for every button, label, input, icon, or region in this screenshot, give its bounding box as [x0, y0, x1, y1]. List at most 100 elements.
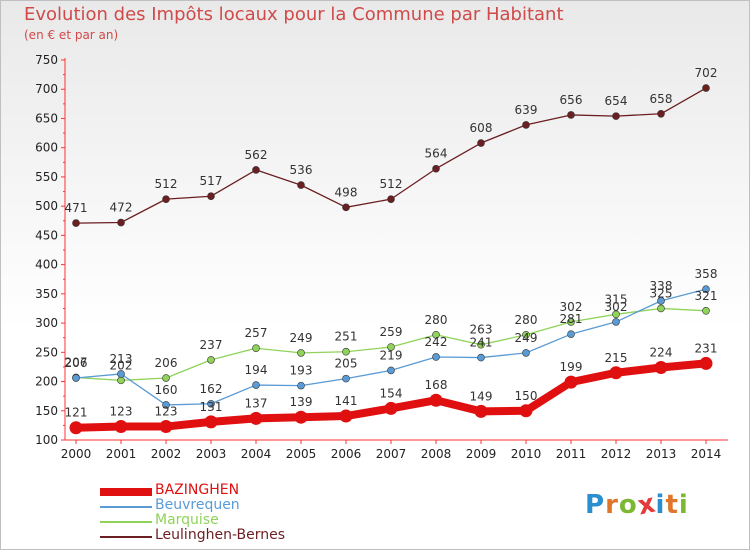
data-label: 259	[380, 325, 403, 339]
data-point	[432, 330, 440, 339]
x-tick-label: 2006	[331, 447, 362, 461]
data-point	[702, 306, 710, 315]
data-label: 338	[650, 279, 673, 293]
data-label: 241	[470, 336, 493, 350]
data-label: 139	[290, 395, 313, 409]
x-tick-label: 2012	[601, 447, 632, 461]
x-tick-label: 2002	[151, 447, 182, 461]
x-tick-label: 2007	[376, 447, 407, 461]
data-label: 123	[110, 405, 133, 419]
data-label: 517	[200, 174, 223, 188]
data-label: 224	[650, 346, 673, 360]
data-point	[249, 411, 263, 425]
data-point	[252, 166, 260, 174]
y-tick-label: 300	[35, 316, 58, 330]
data-point	[297, 349, 305, 357]
data-point	[519, 404, 533, 418]
data-point	[612, 318, 620, 326]
data-point	[477, 340, 485, 349]
data-label: 536	[290, 163, 313, 177]
data-point	[72, 374, 80, 382]
data-label: 193	[290, 364, 313, 378]
x-tick-label: 2001	[106, 447, 137, 461]
data-label: 202	[110, 358, 133, 372]
logo-letter: r	[605, 490, 619, 520]
data-label: 281	[560, 312, 583, 326]
data-point	[477, 353, 485, 362]
legend-label: Beuvrequen	[155, 497, 240, 513]
legend-swatch	[100, 521, 152, 523]
y-tick-label: 100	[35, 433, 58, 447]
data-point	[564, 375, 578, 389]
data-point	[702, 285, 710, 293]
data-label: 137	[245, 396, 268, 410]
x-tick-label: 2004	[241, 447, 272, 461]
data-label: 251	[335, 330, 358, 344]
data-point	[252, 381, 260, 389]
data-label: 150	[515, 389, 538, 403]
data-point	[117, 218, 125, 227]
data-label: 263	[470, 323, 493, 337]
legend-label: Marquise	[155, 512, 219, 528]
data-point	[162, 374, 170, 382]
data-label: 237	[200, 338, 223, 352]
data-point	[474, 404, 488, 418]
x-tick-label: 2010	[511, 447, 542, 461]
y-tick-label: 500	[35, 199, 58, 213]
legend-label: BAZINGHEN	[155, 482, 240, 498]
data-point	[702, 84, 710, 92]
data-label: 231	[695, 341, 718, 355]
data-point	[207, 399, 215, 408]
data-label: 472	[110, 201, 133, 215]
data-label: 242	[425, 335, 448, 349]
logo-letter: i	[678, 490, 689, 520]
data-label: 154	[380, 386, 403, 400]
y-tick-label: 550	[35, 170, 58, 184]
data-point	[654, 361, 668, 375]
data-point	[567, 111, 575, 119]
data-label: 280	[515, 313, 538, 327]
legend-swatch	[100, 488, 152, 496]
data-point	[204, 415, 218, 429]
data-point	[162, 195, 170, 203]
data-point	[609, 366, 623, 380]
x-tick-label: 2003	[196, 447, 227, 461]
data-label: 162	[200, 382, 223, 396]
y-tick-label: 150	[35, 404, 58, 418]
data-label: 512	[155, 177, 178, 191]
x-tick-label: 2013	[646, 447, 677, 461]
data-point	[522, 121, 530, 129]
data-label: 215	[605, 351, 628, 365]
data-label: 205	[335, 357, 358, 371]
data-point	[432, 164, 440, 173]
data-label: 207	[65, 355, 88, 369]
data-label: 206	[65, 356, 88, 370]
data-label: 131	[200, 400, 223, 414]
data-point	[477, 139, 485, 147]
chart-subtitle: (en € et par an)	[24, 28, 119, 42]
x-tick-label: 2000	[61, 447, 92, 461]
y-tick-label: 400	[35, 258, 58, 272]
x-tick-label: 2005	[286, 447, 317, 461]
legend-swatch	[100, 506, 152, 508]
x-tick-label: 2009	[466, 447, 497, 461]
data-point	[297, 381, 305, 390]
data-point	[612, 310, 620, 319]
data-point	[69, 421, 83, 435]
data-label: 257	[245, 326, 268, 340]
data-point	[657, 304, 665, 313]
data-point	[114, 420, 128, 434]
data-point	[339, 409, 353, 423]
proxiti-logo: Proxiti	[585, 488, 689, 521]
series-layer	[69, 84, 713, 435]
y-tick-label: 700	[35, 82, 58, 96]
axes: 100 150 200 250 300 350 400 450 500 550 600 650 700 7…	[35, 53, 728, 461]
data-point	[699, 356, 713, 370]
data-label: 249	[290, 331, 313, 345]
data-label: 141	[335, 394, 358, 408]
data-label: 160	[155, 383, 178, 397]
legend-swatch	[100, 536, 152, 538]
data-label: 199	[560, 360, 583, 374]
